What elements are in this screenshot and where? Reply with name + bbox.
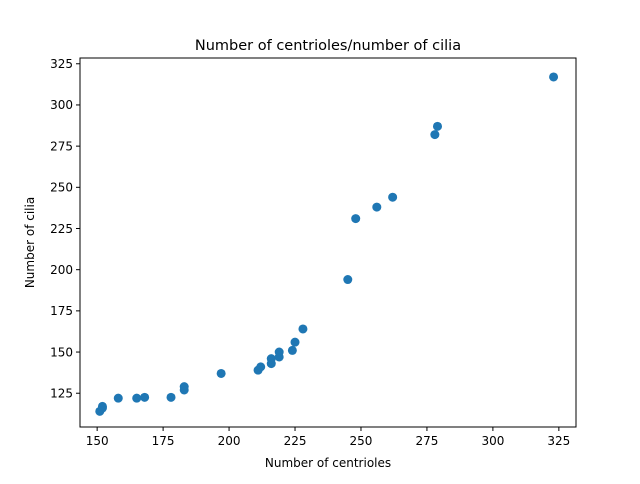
data-point-19 — [298, 324, 308, 334]
y-tick-label: 325 — [50, 57, 73, 71]
x-tick-label: 200 — [218, 434, 241, 448]
data-point-14 — [266, 354, 276, 364]
y-tick-label: 225 — [50, 222, 73, 236]
y-tick-label: 275 — [50, 139, 73, 153]
y-tick-label: 300 — [50, 98, 73, 112]
data-point-10 — [216, 368, 226, 378]
data-point-21 — [351, 214, 361, 224]
x-tick-label: 175 — [152, 434, 175, 448]
data-point-23 — [388, 192, 398, 202]
y-axis-label: Number of cilia — [23, 197, 37, 288]
data-point-5 — [132, 393, 142, 403]
y-axis: 125 150 175 200 225 250 275 300 325 — [50, 57, 80, 401]
y-tick-label: 200 — [50, 263, 73, 277]
x-tick-label: 300 — [481, 434, 504, 448]
plot-area — [80, 58, 576, 427]
data-point-20 — [343, 275, 353, 285]
data-point-3 — [97, 401, 107, 411]
y-tick-label: 250 — [50, 181, 73, 195]
data-points — [95, 72, 559, 416]
x-tick-label: 250 — [350, 434, 373, 448]
x-axis-label: Number of centrioles — [265, 456, 391, 470]
y-tick-label: 150 — [50, 345, 73, 359]
x-tick-label: 325 — [547, 434, 570, 448]
data-point-16 — [274, 347, 284, 357]
chart-title: Number of centrioles/number of cilia — [195, 38, 461, 54]
data-point-17 — [287, 345, 297, 355]
x-tick-label: 225 — [284, 434, 307, 448]
data-point-12 — [256, 362, 266, 372]
plot-frame — [79, 57, 577, 428]
data-point-6 — [140, 392, 150, 402]
y-tick-label: 175 — [50, 304, 73, 318]
data-point-26 — [549, 72, 559, 82]
data-point-24 — [430, 130, 440, 140]
x-tick-label: 150 — [86, 434, 109, 448]
data-point-7 — [166, 392, 176, 402]
data-point-18 — [290, 337, 300, 347]
data-point-25 — [432, 121, 442, 131]
data-point-4 — [113, 393, 123, 403]
x-axis: 150 175 200 225 250 275 300 325 — [86, 427, 570, 448]
data-point-9 — [179, 382, 189, 392]
x-tick-label: 275 — [415, 434, 438, 448]
data-point-22 — [372, 202, 382, 212]
y-tick-label: 125 — [50, 387, 73, 401]
